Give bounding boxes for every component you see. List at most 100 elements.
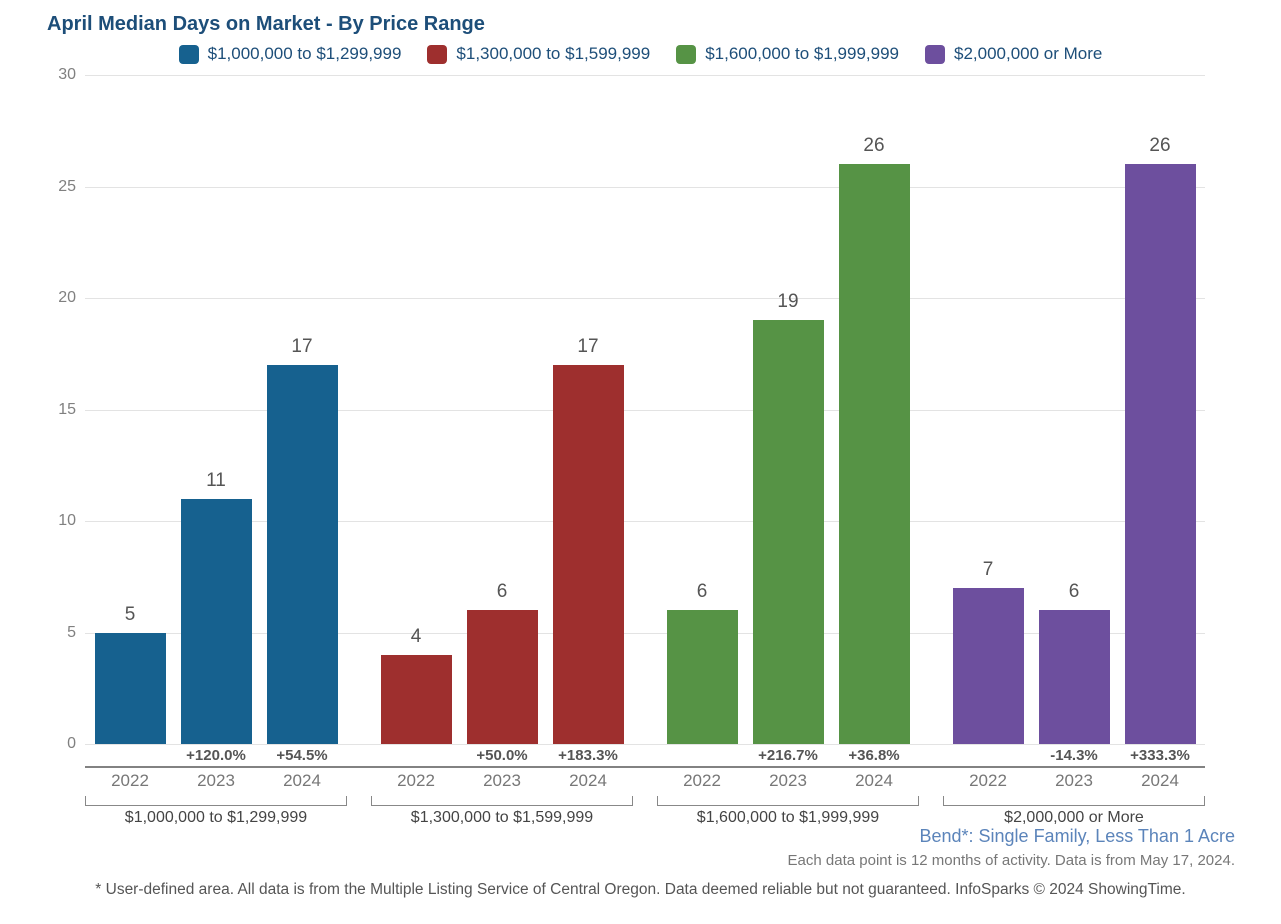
bar-value-label: 17: [577, 335, 599, 357]
bar-value-label: 19: [777, 291, 799, 313]
bar-value-label: 4: [410, 625, 422, 647]
legend-item-0[interactable]: $1,000,000 to $1,299,999: [178, 44, 402, 64]
bar-value-label: 5: [124, 603, 136, 625]
bar-row: 7 6 26: [943, 75, 1205, 744]
gridline-y-5: [85, 632, 1205, 634]
pct-change-label: +50.0%: [476, 746, 528, 764]
legend-swatch-icon: [427, 44, 448, 64]
legend-item-label: $2,000,000 or More: [954, 44, 1103, 63]
year-label: 2023: [197, 771, 235, 790]
bar-2023-group1[interactable]: 6: [466, 581, 538, 744]
bar-value-label: 17: [291, 335, 313, 357]
bar-value-label: 26: [863, 135, 885, 157]
bar-2024-group2[interactable]: 26: [838, 135, 910, 744]
pct-change-label: +36.8%: [848, 746, 900, 764]
bar-row: 5 11 17: [85, 75, 347, 744]
year-label: 2022: [397, 771, 435, 790]
legend-item-1[interactable]: $1,300,000 to $1,599,999: [427, 44, 650, 64]
year-label-row: 2022 2023 2024: [943, 766, 1205, 796]
legend-item-3[interactable]: $2,000,000 or More: [925, 44, 1102, 64]
price-group-2: 6 19 26 +216.7% +36.8% 2022 2023 2024 $1,600,000…: [657, 75, 919, 827]
year-label: 2022: [111, 771, 149, 790]
legend-item-2[interactable]: $1,600,000 to $1,999,999: [676, 44, 899, 64]
pct-change-label: +333.3%: [1130, 746, 1190, 764]
bar-2022-group0[interactable]: 5: [94, 604, 166, 744]
gridline-y-15: [85, 409, 1205, 411]
x-axis-separator-line: [85, 766, 1205, 768]
price-group-1: 4 6 17 +50.0% +183.3% 2022 2023 2024 $1,300,000 …: [371, 75, 633, 827]
bar-2022-group2[interactable]: 6: [666, 581, 738, 744]
year-label-row: 2022 2023 2024: [657, 766, 919, 796]
bar-2023-group2[interactable]: 19: [752, 291, 824, 744]
price-range-label: $1,000,000 to $1,299,999: [124, 809, 308, 826]
pct-change-label: +216.7%: [758, 746, 818, 764]
group-bracket: [371, 796, 633, 806]
bar-groups: 5 11 17 +120.0% +54.5% 2022 2023 2024 $1,000,000…: [85, 75, 1205, 827]
pct-change-label: -14.3%: [1050, 746, 1098, 764]
pct-change-row: +120.0% +54.5%: [85, 744, 347, 766]
y-tick-label-20: 20: [58, 289, 76, 306]
price-range-label: $2,000,000 or More: [1004, 809, 1144, 826]
bar-2024-group1[interactable]: 17: [552, 336, 624, 744]
group-bracket: [657, 796, 919, 806]
y-tick-label-25: 25: [58, 177, 76, 195]
price-group-3: 7 6 26 -14.3% +333.3% 2022 2023 2024 $2,000,000 …: [943, 75, 1205, 827]
bar-row: 6 19 26: [657, 75, 919, 744]
area-label: Bend*: Single Family, Less Than 1 Acre: [919, 826, 1235, 846]
price-group-0: 5 11 17 +120.0% +54.5% 2022 2023 2024 $1,000,000…: [85, 75, 347, 827]
legend: $1,000,000 to $1,299,999 $1,300,000 to $1…: [0, 44, 1281, 64]
bar-value-label: 6: [496, 581, 508, 603]
bar-row: 4 6 17: [371, 75, 633, 744]
gridline-y-0: [85, 744, 1205, 745]
legend-item-label: $1,300,000 to $1,599,999: [456, 44, 651, 63]
gridline-y-20: [85, 298, 1205, 299]
legend-swatch-icon: [676, 44, 697, 64]
y-tick-label-30: 30: [58, 66, 76, 83]
year-label: 2024: [283, 771, 321, 790]
price-range-label: $1,600,000 to $1,999,999: [696, 809, 880, 826]
bar-2023-group3[interactable]: 6: [1038, 581, 1110, 744]
gridline-y-30: [85, 75, 1205, 76]
year-label: 2023: [1055, 771, 1093, 790]
year-label: 2024: [1141, 771, 1179, 790]
data-note: Each data point is 12 months of activity…: [787, 852, 1235, 869]
y-tick-label-15: 15: [58, 400, 76, 418]
bar-value-label: 6: [696, 581, 708, 603]
pct-change-row: +50.0% +183.3%: [371, 744, 633, 766]
bar-2022-group3[interactable]: 7: [952, 559, 1024, 744]
gridline-y-10: [85, 521, 1205, 522]
price-range-label: $1,300,000 to $1,599,999: [410, 809, 594, 826]
bar-value-label: 6: [1068, 581, 1080, 603]
bar-2023-group0[interactable]: 11: [180, 470, 252, 744]
pct-change-row: -14.3% +333.3%: [943, 744, 1205, 766]
legend-item-label: $1,000,000 to $1,299,999: [207, 44, 402, 63]
group-bracket: [85, 796, 347, 806]
disclaimer-footnote: * User-defined area. All data is from th…: [95, 881, 1186, 898]
pct-change-row: +216.7% +36.8%: [657, 744, 919, 766]
pct-change-label: +183.3%: [558, 746, 618, 764]
y-tick-label-0: 0: [67, 735, 76, 752]
bar-2022-group1[interactable]: 4: [380, 626, 452, 744]
year-label: 2024: [855, 771, 893, 790]
plot-area: 0 5 10 15 20 25 30: [58, 66, 1205, 752]
legend-item-label: $1,600,000 to $1,999,999: [705, 44, 899, 63]
gridline-y-25: [85, 186, 1205, 188]
year-label: 2024: [569, 771, 607, 790]
bar-value-label: 7: [982, 558, 994, 580]
y-tick-label-10: 10: [58, 512, 76, 529]
bar-2024-group3[interactable]: 26: [1124, 135, 1196, 744]
year-label: 2023: [769, 771, 807, 790]
year-label: 2022: [969, 771, 1007, 790]
bar-2024-group0[interactable]: 17: [266, 336, 338, 744]
year-label: 2022: [683, 771, 721, 790]
legend-swatch-icon: [925, 44, 945, 64]
legend-swatch-icon: [178, 44, 199, 64]
y-tick-label-5: 5: [67, 623, 76, 641]
chart-title: April Median Days on Market - By Price R…: [47, 13, 485, 35]
year-label-row: 2022 2023 2024: [371, 766, 633, 796]
year-label: 2023: [483, 771, 521, 790]
bar-value-label: 26: [1149, 135, 1171, 157]
pct-change-label: +120.0%: [186, 746, 246, 764]
pct-change-label: +54.5%: [276, 746, 328, 764]
